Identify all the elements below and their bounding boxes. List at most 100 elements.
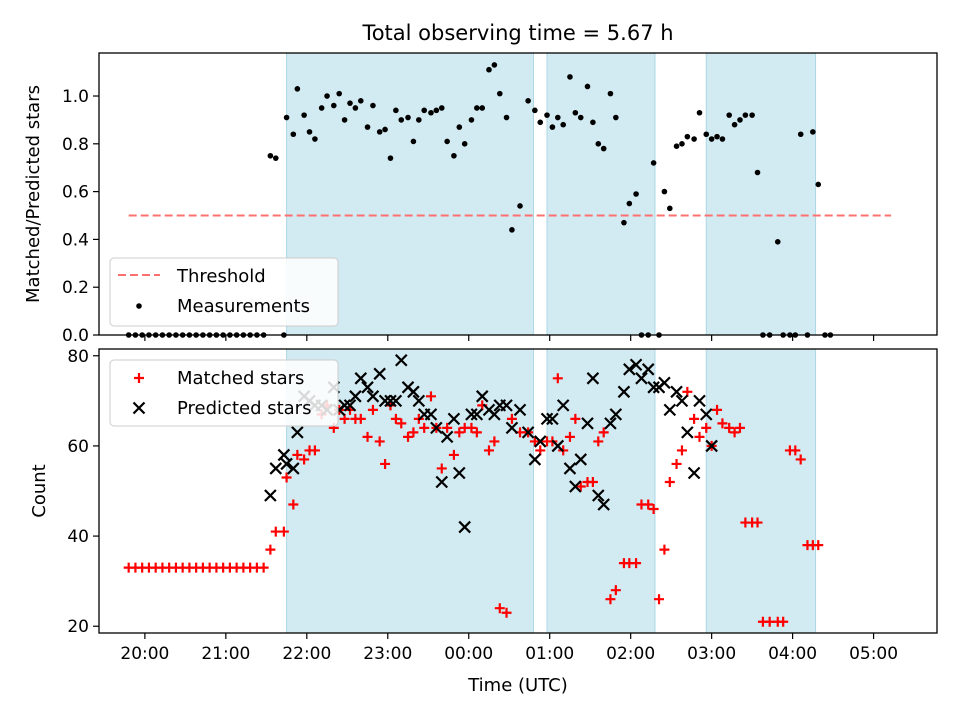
measurement-point: [572, 109, 579, 116]
measurement-point: [496, 90, 503, 97]
measurement-point: [590, 119, 596, 126]
matched-point: [552, 373, 563, 384]
matched-point: [631, 558, 642, 569]
matched-point: [676, 445, 687, 456]
x-tick-label: 01:00: [525, 644, 574, 664]
predicted-point: [546, 412, 559, 426]
matched-point: [724, 422, 735, 433]
measurement-point: [301, 112, 307, 118]
predicted-point: [592, 489, 605, 502]
predicted-point: [586, 372, 600, 385]
matched-point: [265, 544, 276, 555]
measurement-point: [444, 138, 450, 145]
measurement-point: [797, 131, 804, 138]
legend-threshold-label: Threshold: [176, 266, 266, 287]
measurement-point: [815, 181, 822, 188]
measurement-point: [532, 107, 538, 114]
predicted-point: [623, 363, 636, 376]
matched-point: [309, 445, 320, 456]
measurement-point: [312, 136, 318, 142]
measurement-point: [667, 205, 673, 212]
measurement-point: [595, 141, 602, 147]
measurement-point: [626, 200, 633, 207]
y-tick-label: 0.4: [62, 230, 89, 250]
figure-title: Total observing time = 5.67 h: [361, 21, 673, 45]
shaded-interval: [705, 52, 817, 336]
measurement-point: [416, 117, 422, 123]
predicted-point: [361, 381, 374, 394]
measurement-point: [555, 114, 561, 121]
matched-point: [281, 472, 292, 483]
bottom-panel: 20 40 60 80 Count 20:00 21:00 22:00 23:00 00:00 01…: [29, 347, 938, 664]
matched-point: [425, 391, 436, 402]
measurement-point: [364, 124, 371, 130]
matched-point: [610, 585, 621, 596]
predicted-point: [470, 408, 484, 421]
matched-point: [362, 431, 373, 442]
legend-box: [109, 257, 339, 327]
predicted-point: [435, 475, 449, 489]
legend-measurement-swatch: [136, 303, 142, 309]
matched-point: [396, 418, 407, 429]
predicted-point: [389, 394, 403, 408]
shaded-interval: [705, 348, 817, 634]
measurement-point: [661, 188, 668, 195]
predicted-point: [563, 462, 577, 475]
predicted-point: [569, 480, 582, 493]
shaded-interval: [546, 348, 656, 634]
measurement-point: [714, 133, 720, 140]
predicted-point: [521, 426, 535, 439]
matched-point: [664, 476, 675, 487]
matched-point: [795, 454, 806, 465]
measurement-point: [731, 121, 738, 128]
measurement-point: [382, 126, 388, 133]
measurement-point: [600, 145, 607, 152]
measurement-point: [537, 119, 544, 126]
measurement-point: [486, 66, 492, 73]
legend-measurement-label: Measurements: [177, 296, 310, 317]
matched-point: [419, 422, 430, 433]
y-tick-label: 40: [67, 527, 89, 547]
predicted-point: [687, 466, 701, 480]
matched-point: [701, 422, 712, 433]
measurement-point: [387, 155, 394, 161]
measurement-point: [357, 97, 364, 104]
matched-point: [682, 386, 693, 397]
matched-point: [734, 422, 745, 433]
matched-point: [501, 607, 512, 618]
measurement-point: [341, 117, 348, 123]
measurement-point: [549, 124, 556, 130]
y-tick-label: 20: [67, 617, 89, 637]
legend-matched-swatch: [134, 373, 144, 383]
predicted-point: [513, 403, 527, 417]
predicted-point: [277, 448, 291, 462]
measurement-point: [567, 74, 573, 80]
predicted-point: [699, 408, 713, 421]
predicted-point: [551, 439, 565, 453]
legend: Threshold Measurements: [109, 257, 339, 327]
predicted-point: [658, 376, 671, 390]
y-tick-label: 60: [67, 437, 89, 457]
axes-frame: [98, 348, 938, 634]
measurement-point: [272, 155, 279, 161]
y-tick-label: 80: [67, 347, 89, 367]
predicted-point: [447, 412, 461, 426]
legend: Matched stars Predicted stars: [109, 359, 339, 427]
matched-point: [778, 616, 789, 627]
predicted-point: [629, 358, 643, 372]
measurement-point: [679, 141, 685, 147]
predicted-point: [705, 439, 718, 453]
predicted-point: [465, 408, 478, 421]
measurement-point: [726, 112, 732, 118]
x-axis-label: Time (UTC): [467, 675, 568, 696]
predicted-point: [556, 399, 570, 412]
measurement-point: [438, 105, 445, 111]
measurement-point: [742, 112, 749, 118]
matched-point: [694, 431, 705, 442]
predicted-point: [475, 390, 489, 403]
predicted-point: [338, 399, 351, 412]
matched-point: [442, 422, 453, 433]
measurement-point: [405, 114, 411, 121]
matched-point: [671, 458, 682, 469]
